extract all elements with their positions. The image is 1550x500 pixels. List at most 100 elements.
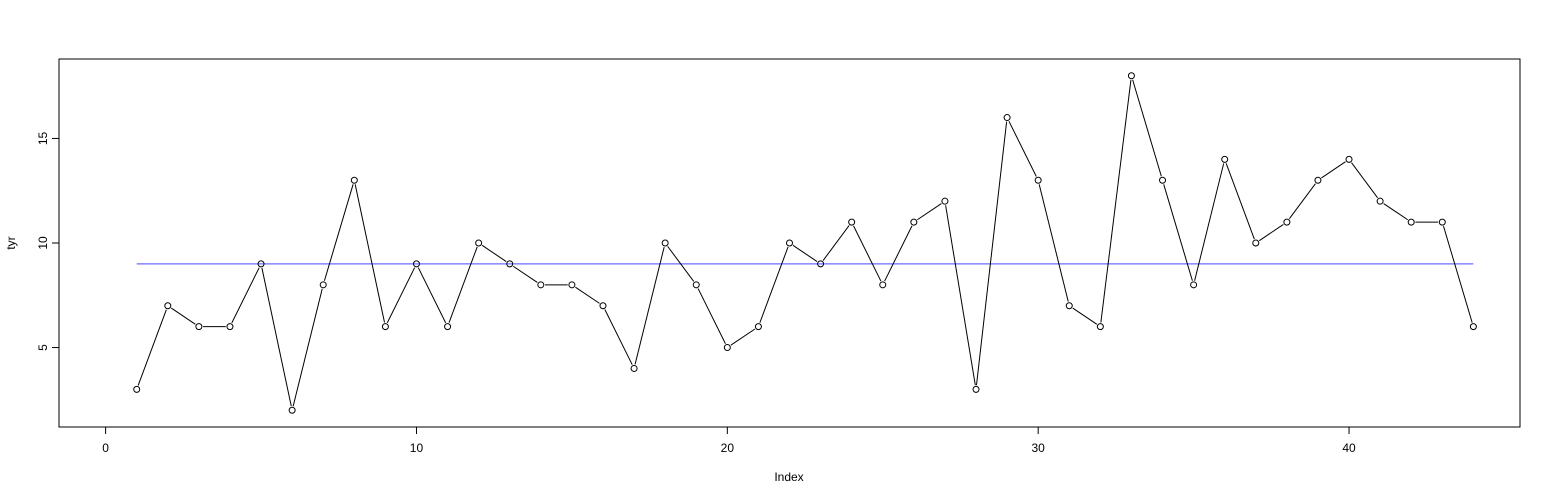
data-point <box>599 302 607 310</box>
series-segment <box>884 225 913 282</box>
series-segment <box>292 288 323 407</box>
data-point <box>1469 323 1477 331</box>
data-point <box>444 323 452 331</box>
series-segment <box>512 265 538 283</box>
series-segment <box>417 267 447 324</box>
y-axis-label: tyr <box>4 236 18 249</box>
series-segment <box>1258 224 1284 242</box>
data-point <box>1252 239 1260 247</box>
data-point <box>817 260 825 268</box>
data-point <box>164 302 172 310</box>
data-point <box>692 281 700 289</box>
data-point <box>754 323 762 331</box>
series-segment <box>792 244 818 262</box>
data-point <box>381 323 389 331</box>
x-axis-label: Index <box>774 470 803 484</box>
series-segment <box>1100 79 1132 323</box>
data-point <box>257 260 265 268</box>
y-tick-label: 5 <box>36 344 50 351</box>
series-segment <box>231 267 260 324</box>
data-point <box>226 323 234 331</box>
series-segment <box>604 309 633 365</box>
data-point <box>910 218 918 226</box>
data-point <box>288 406 296 414</box>
data-point <box>350 176 358 184</box>
data-point <box>568 281 576 289</box>
data-point <box>195 323 203 331</box>
data-point <box>941 197 949 205</box>
data-point <box>319 281 327 289</box>
data-point <box>630 364 638 372</box>
data-point <box>133 385 141 393</box>
series-segment <box>917 203 942 221</box>
x-tick-label: 40 <box>1342 441 1356 455</box>
data-point <box>475 239 483 247</box>
series-segment <box>697 288 726 345</box>
data-point <box>1314 176 1322 184</box>
series-segment <box>1383 203 1408 221</box>
data-point <box>1003 114 1011 122</box>
series-segment <box>853 225 882 282</box>
series-line <box>137 79 1473 407</box>
series-segment <box>137 309 167 386</box>
series-segment <box>354 184 386 323</box>
series-segment <box>1038 184 1069 302</box>
data-point <box>723 344 731 352</box>
series-segment <box>634 246 665 365</box>
data-point <box>1065 302 1073 310</box>
series-segment <box>730 328 756 346</box>
y-tick-label: 15 <box>36 131 50 145</box>
series-segment <box>1443 225 1473 323</box>
data-point <box>506 260 514 268</box>
data-point <box>1407 218 1415 226</box>
series-segment <box>1288 183 1316 220</box>
x-tick-label: 30 <box>1032 441 1046 455</box>
series-segment <box>1225 163 1255 240</box>
series-segment <box>575 286 600 304</box>
data-points <box>133 72 1477 414</box>
data-point <box>972 385 980 393</box>
data-point <box>1283 218 1291 226</box>
data-point <box>661 239 669 247</box>
x-tick-label: 0 <box>102 441 109 455</box>
x-tick-label: 20 <box>721 441 735 455</box>
data-point <box>1221 155 1229 163</box>
series-segment <box>1163 184 1193 281</box>
data-point <box>848 218 856 226</box>
data-point <box>1438 218 1446 226</box>
data-point <box>879 281 887 289</box>
series-segment <box>822 225 850 261</box>
series-segment <box>386 267 416 324</box>
series-segment <box>667 246 695 282</box>
series-segment <box>448 246 478 323</box>
series-segment <box>481 244 507 262</box>
data-point <box>1159 176 1167 184</box>
y-axis: 5 10 15 <box>36 131 60 351</box>
data-point <box>1190 281 1198 289</box>
x-axis: 0 10 20 30 40 <box>102 426 1356 455</box>
y-tick-label: 10 <box>36 236 50 250</box>
series-segment <box>975 121 1008 386</box>
series-segment <box>171 307 196 325</box>
series-segment <box>759 246 789 323</box>
x-tick-label: 10 <box>410 441 424 455</box>
series-segment <box>1008 121 1037 177</box>
series-segment <box>1321 161 1346 179</box>
series-segment <box>1132 79 1162 177</box>
data-point <box>1127 72 1135 80</box>
data-point <box>1034 176 1042 184</box>
plot-frame <box>58 58 1521 428</box>
series-segment <box>261 267 292 407</box>
data-point <box>412 260 420 268</box>
data-point <box>786 239 793 247</box>
series-segment <box>945 205 976 386</box>
data-point <box>537 281 545 289</box>
series-segment <box>1194 163 1225 281</box>
data-point <box>1345 155 1353 163</box>
series-segment <box>1351 162 1379 199</box>
data-point <box>1376 197 1384 205</box>
series-segment <box>323 184 354 281</box>
data-point <box>1096 323 1104 331</box>
series-segment <box>1072 307 1098 325</box>
